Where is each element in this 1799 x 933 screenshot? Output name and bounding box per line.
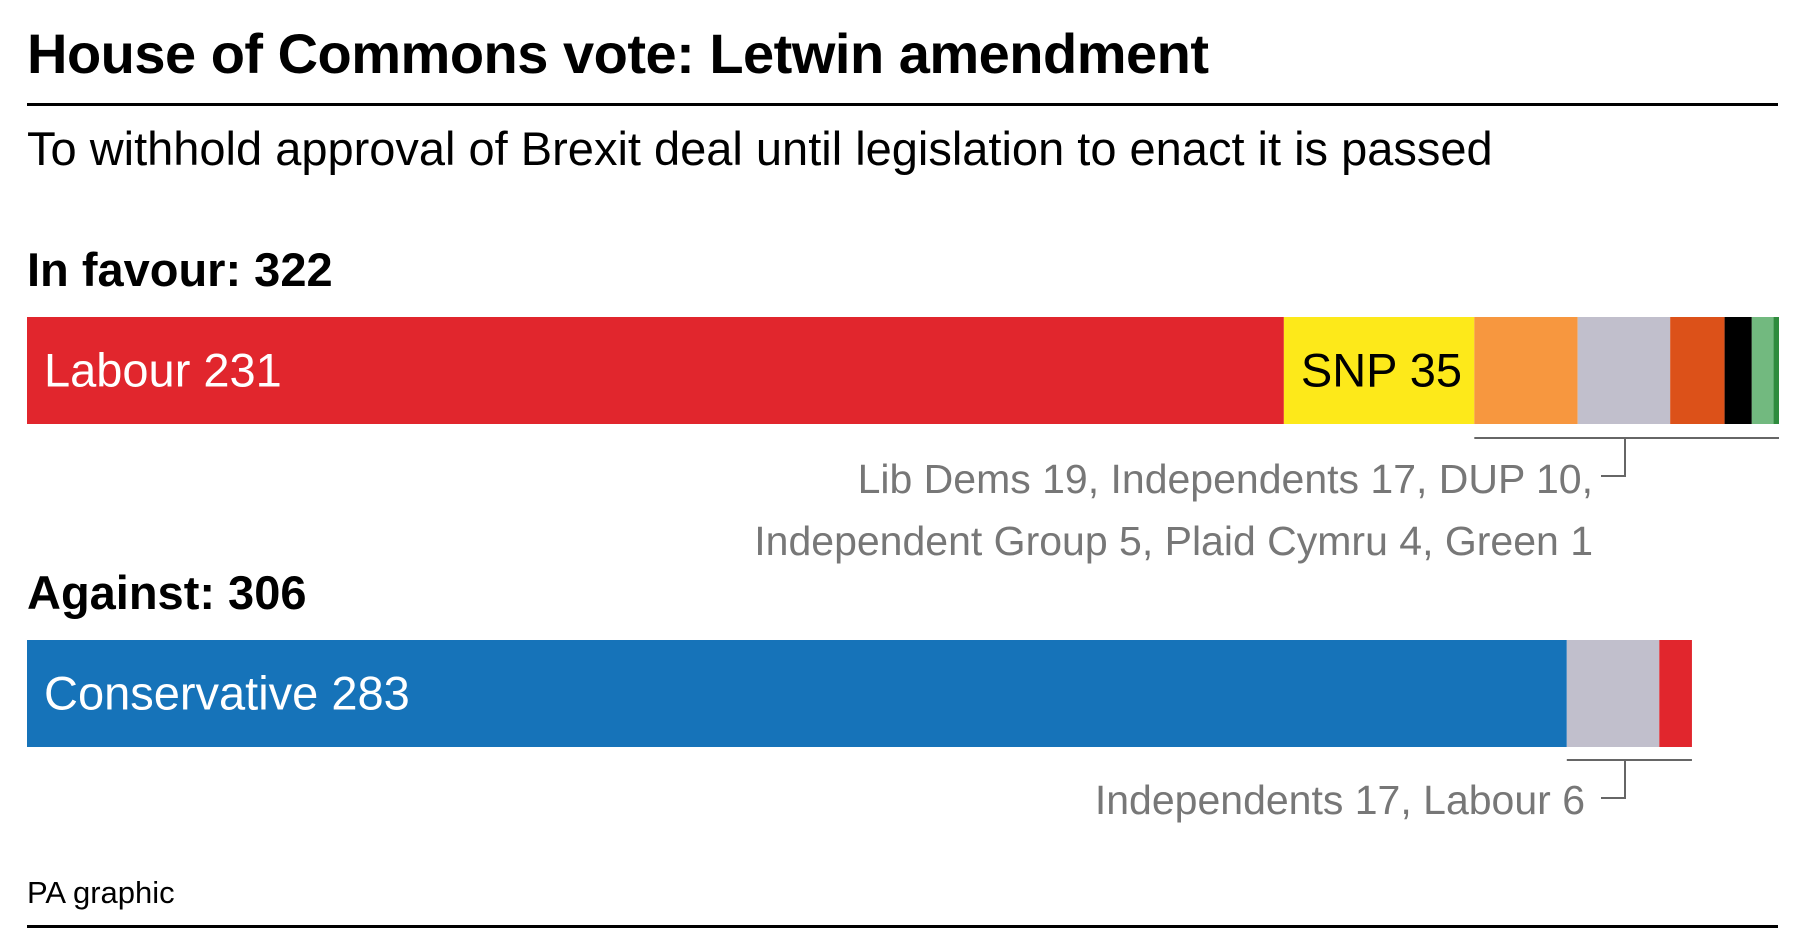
minor-parties-note-favour-1: Independent Group 5, Plaid Cymru 4, Gree… [754,518,1593,564]
bar-favour-independent-group [1724,317,1752,424]
in-favour-heading: In favour: 322 [27,243,333,296]
footer-rule [27,925,1778,928]
bar-favour-snp [1283,317,1475,424]
bar-favour-green [1773,317,1779,424]
bar-label-snp: SNP 35 [1301,344,1462,397]
bar-against-conservative [27,640,1567,747]
source-credit: PA graphic [27,875,175,910]
against-heading: Against: 306 [27,566,307,619]
bar-favour-lib-dems [1474,317,1578,424]
chart-title: House of Commons vote: Letwin amendment [27,22,1209,85]
bracket-connector-favour [1601,438,1626,477]
bracket-connector-against [1601,760,1626,799]
bar-label-conservative: Conservative 283 [44,667,410,720]
bar-favour-dup [1670,317,1725,424]
chart-subtitle: To withhold approval of Brexit deal unti… [27,122,1493,175]
bar-favour-labour [27,317,1284,424]
minor-parties-note-against-0: Independents 17, Labour 6 [1095,777,1585,823]
minor-parties-note-favour-0: Lib Dems 19, Independents 17, DUP 10, [858,456,1593,502]
bar-against-labour [1659,640,1692,747]
bar-favour-independents [1577,317,1671,424]
title-rule [27,103,1778,106]
bar-label-labour: Labour 231 [44,344,282,397]
bar-favour-plaid-cymru [1751,317,1774,424]
bar-against-independents [1566,640,1660,747]
